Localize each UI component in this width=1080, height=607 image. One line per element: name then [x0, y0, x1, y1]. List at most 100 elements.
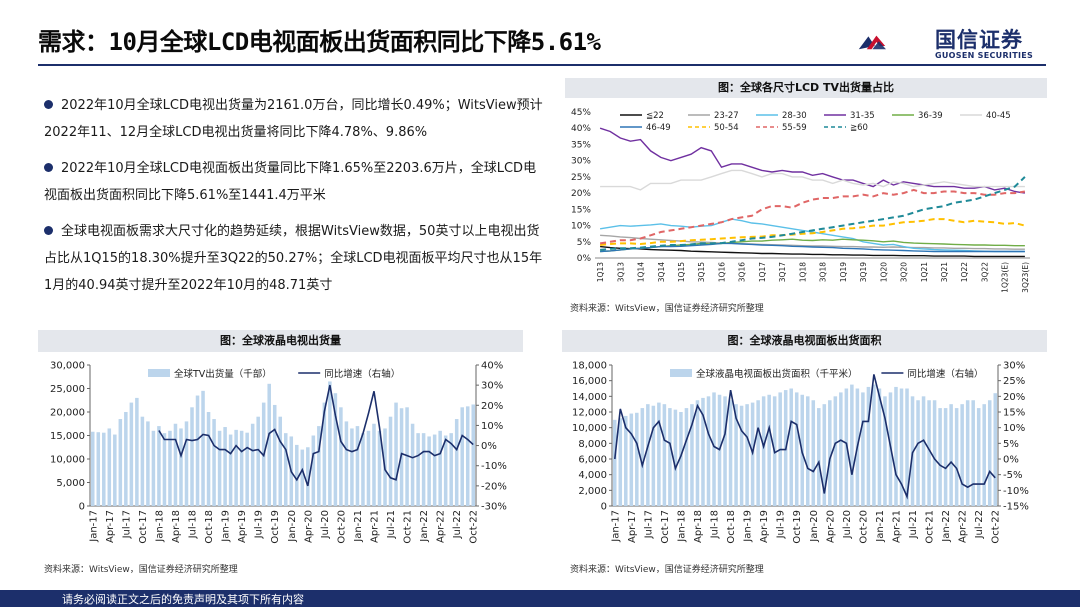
series-line	[599, 218, 1025, 253]
x-tick-label: Oct-17	[138, 510, 149, 544]
x-tick-label: Jan-17	[610, 510, 621, 543]
data-bar	[668, 408, 672, 506]
x-tick-label: Jul-18	[188, 510, 199, 539]
title-divider	[38, 64, 1046, 66]
x-tick-label: Jan-22	[941, 510, 952, 543]
x-tick-label: Apr-17	[105, 510, 116, 543]
data-bar	[421, 433, 426, 506]
y-tick-label: 30,000	[50, 361, 85, 372]
data-bar	[317, 426, 321, 506]
x-tick-label: Oct-21	[925, 510, 936, 544]
data-bar	[657, 402, 661, 506]
tv-shipments-chart: 0 5,000 10,000 15,000 20,000 25,000 30,000 -30%…	[50, 361, 507, 544]
x-tick-label: Jul-21	[386, 510, 397, 539]
data-bar	[113, 434, 117, 506]
x-tick-label: 1Q13	[596, 262, 605, 282]
data-bar	[146, 421, 150, 506]
x-tick-label: 1Q20	[879, 262, 888, 282]
x-tick-label: Oct-17	[660, 510, 671, 544]
series-line	[599, 188, 1026, 245]
data-bar	[416, 433, 420, 506]
x-tick-label: 1Q14	[637, 262, 646, 282]
y-tick-label: 40%	[571, 124, 591, 134]
data-bar	[695, 400, 700, 506]
data-bar	[982, 404, 986, 506]
y-tick-label: 10,000	[572, 423, 607, 434]
y2-tick-label: 25%	[1003, 376, 1025, 387]
legend-bar-label: 全球TV出货量（千部）	[174, 368, 272, 380]
data-bar	[405, 407, 409, 506]
y-tick-label: 25%	[571, 173, 591, 183]
y2-tick-label: 30%	[1003, 361, 1025, 372]
size-share-heading: 图：全球各尺寸LCD TV出货量占比	[565, 78, 1047, 98]
data-bar	[239, 430, 244, 506]
x-tick-label: Jan-18	[676, 510, 687, 543]
data-bar	[366, 430, 371, 506]
data-bar	[943, 408, 948, 506]
legend-label: 36-39	[918, 111, 943, 121]
logo-chinese-name: 国信证券	[935, 28, 1023, 52]
bullet-text: 2022年10月全球LCD电视面板出货量同比下降1.65%至2203.6万片，全…	[44, 161, 537, 203]
data-bar	[223, 427, 227, 506]
data-bar	[283, 433, 288, 506]
legend-label: 23-27	[714, 111, 739, 121]
x-tick-label: Jul-21	[908, 510, 919, 539]
bullet-text: 2022年10月全球LCD电视出货量为2161.0万台，同比增长0.49%；Wi…	[44, 98, 543, 140]
series-line	[600, 218, 1026, 246]
y-tick-label: 20%	[571, 189, 591, 199]
x-tick-label: Apr-18	[171, 510, 182, 543]
data-bar	[410, 423, 415, 506]
legend-label: 40-45	[986, 111, 1011, 121]
x-tick-label: Jan-18	[154, 510, 165, 543]
data-bar	[350, 428, 354, 506]
legend-label: 46-49	[646, 123, 671, 133]
data-bar	[278, 416, 283, 506]
data-bar	[157, 426, 161, 506]
x-tick-label: 1Q23(E)	[1001, 262, 1010, 293]
y-tick-label: 18,000	[572, 361, 607, 372]
y2-tick-label: 20%	[481, 401, 503, 412]
legend-line-label: 同比增速（右轴）	[324, 368, 400, 380]
data-bar	[883, 396, 887, 506]
data-bar	[173, 423, 178, 506]
data-bar	[629, 413, 634, 506]
x-tick-label: Jan-19	[743, 510, 754, 543]
x-tick-label: 3Q21	[940, 262, 949, 282]
legend-line-label: 同比增速（右轴）	[907, 368, 983, 380]
bullet-item: 2022年10月全球LCD电视出货量为2161.0万台，同比增长0.49%；Wi…	[44, 92, 544, 146]
growth-line	[158, 384, 474, 487]
data-bar	[129, 402, 134, 506]
data-bar	[372, 423, 376, 506]
x-tick-label: 1Q17	[758, 262, 767, 282]
data-bar	[822, 404, 827, 506]
data-bar	[640, 408, 645, 506]
data-bar	[817, 408, 821, 506]
data-bar	[684, 408, 689, 506]
data-bar	[90, 431, 95, 506]
page-title: 需求：10月全球LCD电视面板出货面积同比下降5.61%	[38, 28, 601, 56]
bullet-item: 全球电视面板需求大尺寸化的趋势延续，根据WitsView数据，50英寸以上电视出…	[44, 218, 544, 299]
y2-tick-label: -20%	[481, 481, 507, 492]
data-bar	[624, 415, 628, 506]
y2-tick-label: 40%	[481, 361, 503, 372]
tv-shipments-source: 资料来源：WitsView，国信证券经济研究所整理	[44, 565, 238, 575]
data-bar	[833, 396, 838, 506]
data-bar	[190, 407, 194, 506]
y2-tick-label: 0%	[481, 441, 497, 452]
series-line	[600, 169, 1025, 191]
guosen-logo	[858, 35, 886, 50]
data-bar	[168, 430, 172, 506]
data-bar	[745, 404, 749, 506]
data-bar	[272, 404, 277, 506]
data-bar	[234, 429, 238, 506]
data-bar	[471, 404, 476, 506]
x-tick-label: Jul-20	[320, 510, 331, 539]
x-tick-label: Jul-19	[776, 510, 787, 539]
data-bar	[872, 384, 876, 506]
x-tick-label: Oct-22	[991, 510, 1002, 544]
panel-area-chart: 0 2,000 4,000 6,000 8,000 10,000 12,000 14,000 1…	[572, 361, 1029, 544]
x-tick-label: Jul-22	[452, 510, 463, 539]
data-bar	[388, 416, 393, 506]
x-tick-label: Apr-19	[237, 510, 248, 543]
x-tick-label: 3Q22	[980, 262, 989, 282]
